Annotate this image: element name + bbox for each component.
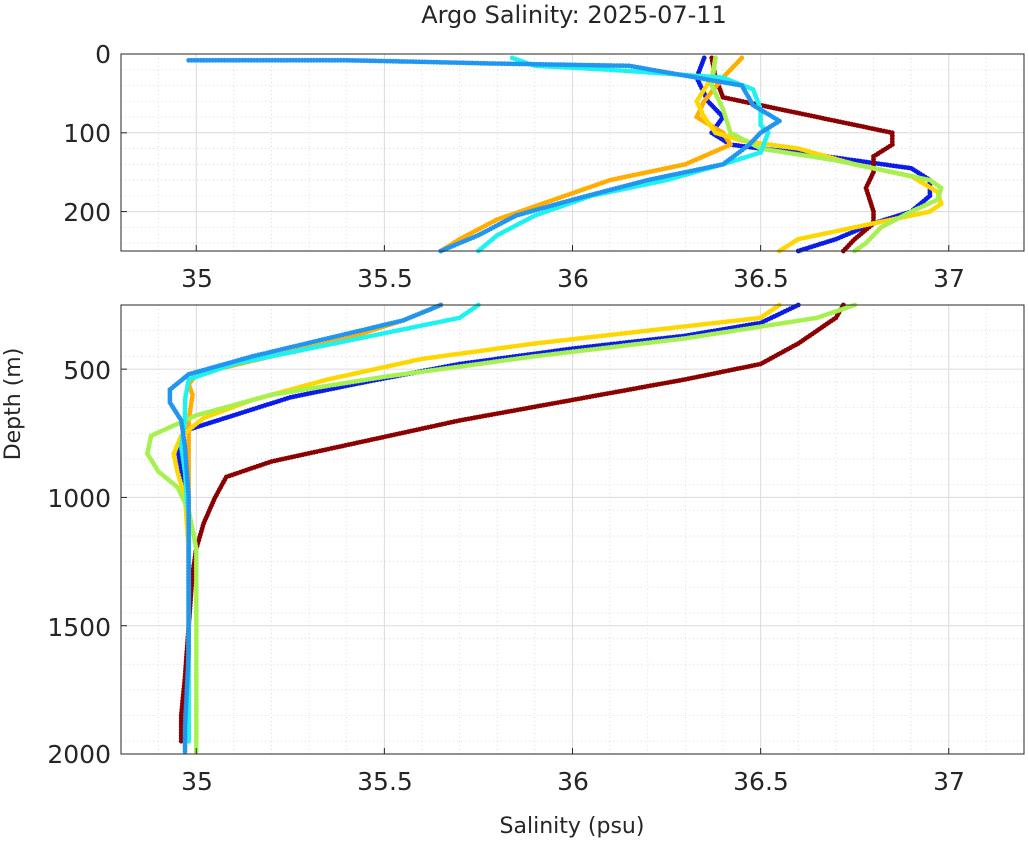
upper-axes-box (120, 53, 1025, 252)
lower-xtick-label: 36.5 (733, 767, 789, 796)
lower-xtick-label: 35 (181, 767, 213, 796)
lower-ytick-label: 1000 (47, 484, 111, 513)
lower-axes-box (120, 304, 1025, 755)
upper-xtick-label: 37 (933, 264, 965, 293)
upper-xtick-label: 36.5 (733, 264, 789, 293)
upper-xtick-label: 36 (557, 264, 589, 293)
lower-xtick-label: 35.5 (357, 767, 413, 796)
lower-ytick-label: 500 (63, 356, 111, 385)
lower-minor-grid (120, 304, 1025, 754)
upper-ytick-label: 200 (63, 198, 111, 227)
lower-ytick-label: 1500 (47, 613, 111, 642)
lower-xtick-label: 37 (933, 767, 965, 796)
y-axis-label: Depth (m) (1, 348, 26, 461)
upper-data-points (186, 55, 944, 254)
lower-panel: 35 35.5 36 36.5 37 500 1000 1500 2000 (47, 302, 1025, 796)
lower-xtick-label: 36 (557, 767, 589, 796)
upper-xtick-label: 35.5 (357, 264, 413, 293)
lower-data-points (144, 302, 858, 754)
profile-skyblue-point (182, 749, 188, 754)
upper-xtick-label: 35 (181, 264, 213, 293)
profile-cyan-point (186, 738, 192, 744)
chart-title: Argo Salinity: 2025-07-11 (421, 1, 727, 29)
profile-darkred-point (178, 738, 184, 744)
upper-panel: 35 35.5 36 36.5 37 0 100 200 (63, 40, 1025, 293)
lower-ytick-label: 2000 (47, 740, 111, 769)
upper-ytick-label: 100 (63, 119, 111, 148)
upper-ytick-label: 0 (95, 40, 111, 69)
x-axis-label: Salinity (psu) (500, 814, 645, 839)
